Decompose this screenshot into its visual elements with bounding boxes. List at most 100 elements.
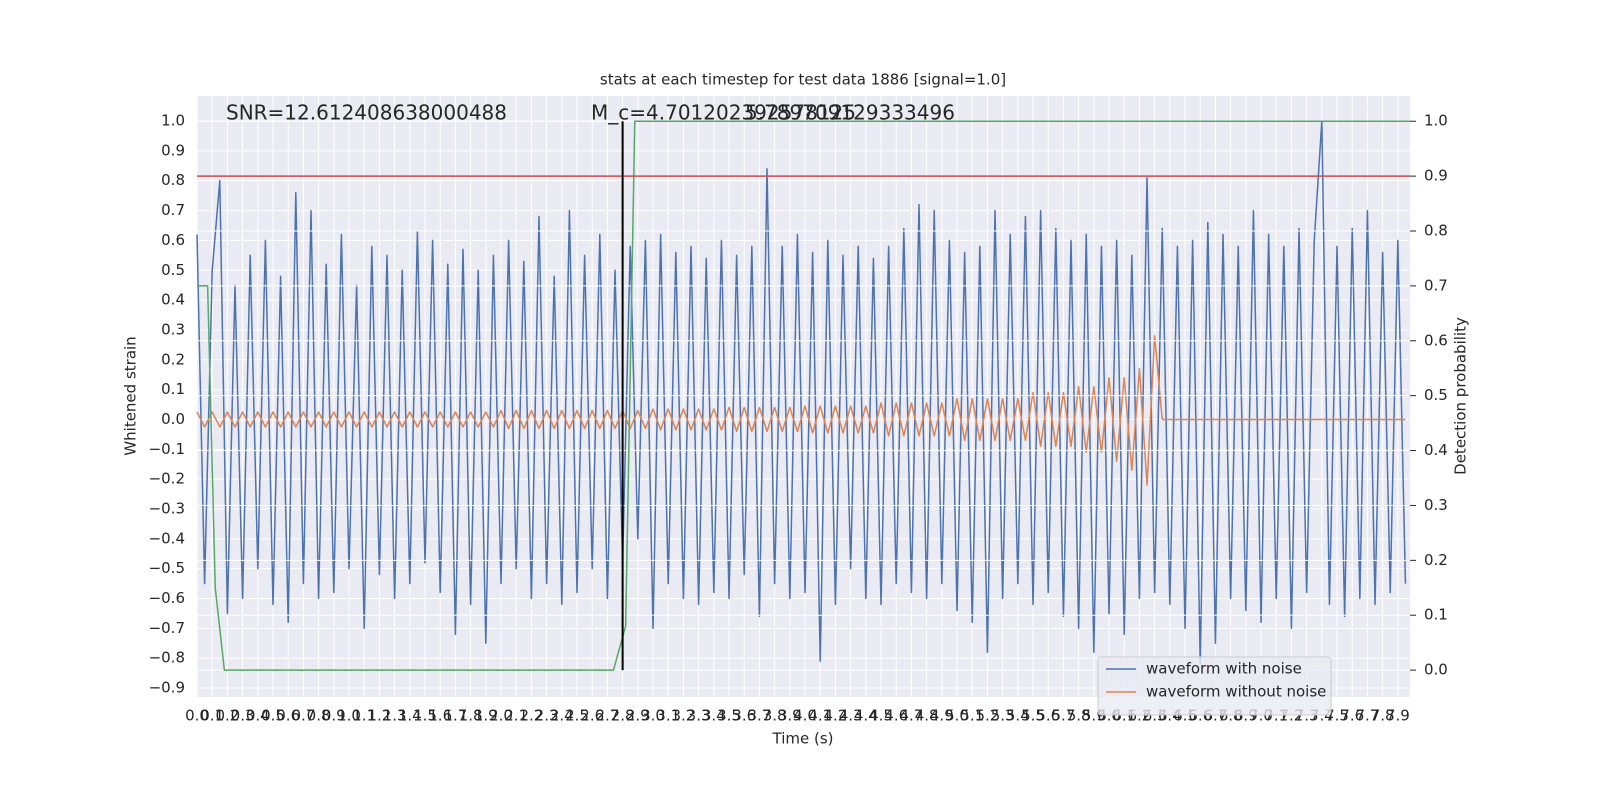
y2-tick-label: 0.4 <box>1424 441 1448 459</box>
x-tick-label: 1.2 <box>367 707 391 725</box>
x-tick-label: 0.7 <box>291 707 315 725</box>
y2-axis-label: Detection probability <box>1452 317 1470 475</box>
x-tick-label: 5.3 <box>991 707 1015 725</box>
x-tick-label: 3.5 <box>717 707 741 725</box>
x-tick-label: 1.6 <box>428 707 452 725</box>
x-tick-label: 7.8 <box>1371 707 1395 725</box>
x-tick-label: 2.7 <box>595 707 619 725</box>
x-tick-label: 0.2 <box>215 707 239 725</box>
y-tick-label: −0.2 <box>149 470 185 488</box>
x-tick-label: 5.6 <box>1036 707 1060 725</box>
x-tick-label: 3.2 <box>671 707 695 725</box>
x-tick-label: 4.7 <box>899 707 923 725</box>
x-tick-label: 3.1 <box>656 707 680 725</box>
legend-box <box>1097 656 1332 716</box>
x-tick-label: 0.9 <box>322 707 346 725</box>
x-tick-label: 5.2 <box>975 707 999 725</box>
x-tick-label: 0.4 <box>246 707 270 725</box>
annotation: M_c=4.701202392578125 <box>591 101 856 125</box>
x-tick-label: 4.3 <box>839 707 863 725</box>
y2-tick-label: 0.7 <box>1424 276 1448 294</box>
x-tick-label: 5.5 <box>1021 707 1045 725</box>
x-tick-label: 2.3 <box>535 707 559 725</box>
x-tick-label: 4.1 <box>808 707 832 725</box>
y-tick-label: 0.3 <box>161 320 185 338</box>
x-tick-label: 2.1 <box>504 707 528 725</box>
y-tick-label: 0.8 <box>161 171 185 189</box>
x-tick-label: 5.7 <box>1051 707 1075 725</box>
annotation: SNR=12.612408638000488 <box>226 101 507 125</box>
y2-tick-label: 0.8 <box>1424 222 1448 240</box>
y-tick-label: −0.5 <box>149 559 185 577</box>
x-tick-label: 3.0 <box>641 707 665 725</box>
x-tick-label: 7.6 <box>1340 707 1364 725</box>
y2-tick-label: 0.6 <box>1424 331 1448 349</box>
x-tick-label: 1.8 <box>459 707 483 725</box>
legend-label: waveform with noise <box>1146 660 1302 678</box>
y-tick-label: 1.0 <box>161 112 185 130</box>
x-tick-label: 4.2 <box>823 707 847 725</box>
x-tick-label: 2.4 <box>550 707 574 725</box>
annotation: 5.789709129333496 <box>745 101 955 125</box>
y-tick-label: −0.7 <box>149 619 185 637</box>
legend-label: waveform without noise <box>1146 683 1326 701</box>
y-tick-label: 0.9 <box>161 141 185 159</box>
x-tick-label: 0.8 <box>307 707 331 725</box>
x-tick-label: 1.7 <box>443 707 467 725</box>
y-tick-label: −0.9 <box>149 679 185 697</box>
series-line <box>197 120 1410 671</box>
x-tick-label: 1.3 <box>383 707 407 725</box>
x-tick-label: 3.9 <box>778 707 802 725</box>
x-tick-label: 7.9 <box>1386 707 1410 725</box>
x-tick-label: 0.6 <box>276 707 300 725</box>
x-tick-label: 4.9 <box>930 707 954 725</box>
y-tick-label: −0.8 <box>149 649 185 667</box>
x-tick-label: 1.5 <box>413 707 437 725</box>
y-tick-label: 0.5 <box>161 261 185 279</box>
x-tick-label: 5.4 <box>1006 707 1030 725</box>
x-tick-label: 4.6 <box>884 707 908 725</box>
x-tick-label: 3.3 <box>687 707 711 725</box>
x-tick-label: 2.8 <box>611 707 635 725</box>
x-tick-label: 3.4 <box>702 707 726 725</box>
x-tick-label: 1.9 <box>474 707 498 725</box>
x-tick-label: 7.7 <box>1356 707 1380 725</box>
y2-tick-label: 0.9 <box>1424 167 1448 185</box>
y2-tick-label: 0.5 <box>1424 386 1448 404</box>
x-tick-label: 2.2 <box>519 707 543 725</box>
x-tick-label: 3.6 <box>732 707 756 725</box>
x-tick-label: 4.0 <box>793 707 817 725</box>
y-tick-label: −0.1 <box>149 440 185 458</box>
x-tick-label: 2.5 <box>565 707 589 725</box>
x-tick-label: 4.4 <box>854 707 878 725</box>
y-tick-label: 0.6 <box>161 231 185 249</box>
y2-tick-label: 0.2 <box>1424 551 1448 569</box>
x-axis-label: Time (s) <box>772 730 834 748</box>
x-tick-label: 2.6 <box>580 707 604 725</box>
y-tick-label: −0.6 <box>149 589 185 607</box>
y2-tick-label: 1.0 <box>1424 112 1448 130</box>
x-tick-label: 0.0 <box>185 707 209 725</box>
y-tick-label: 0.0 <box>161 410 185 428</box>
x-tick-label: 2.9 <box>626 707 650 725</box>
y-tick-label: 0.4 <box>161 291 185 309</box>
x-tick-label: 4.8 <box>915 707 939 725</box>
x-tick-label: 4.5 <box>869 707 893 725</box>
x-tick-label: 5.8 <box>1067 707 1091 725</box>
y-tick-label: 0.1 <box>161 380 185 398</box>
x-tick-label: 5.0 <box>945 707 969 725</box>
x-tick-label: 0.3 <box>231 707 255 725</box>
y-tick-label: −0.4 <box>149 529 185 547</box>
x-tick-label: 5.1 <box>960 707 984 725</box>
y2-tick-label: 0.3 <box>1424 496 1448 514</box>
y-axis-label: Whitened strain <box>122 336 140 455</box>
x-tick-label: 1.4 <box>398 707 422 725</box>
x-tick-label: 0.5 <box>261 707 285 725</box>
x-tick-label: 0.1 <box>200 707 224 725</box>
x-tick-label: 1.0 <box>337 707 361 725</box>
y2-tick-label: 0.1 <box>1424 606 1448 624</box>
y-tick-label: −0.3 <box>149 500 185 518</box>
x-tick-label: 3.7 <box>747 707 771 725</box>
x-tick-label: 3.8 <box>763 707 787 725</box>
